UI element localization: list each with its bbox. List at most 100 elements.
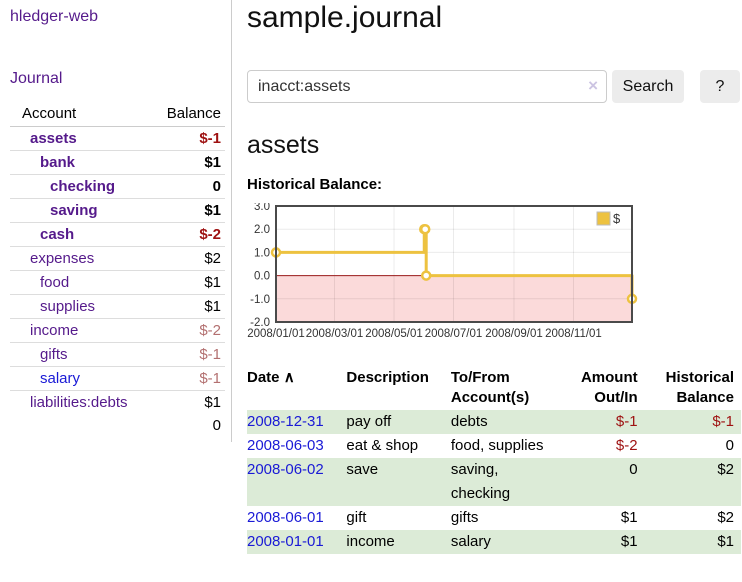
account-link[interactable]: bank: [40, 154, 76, 171]
transaction-accounts: salary: [450, 533, 491, 550]
register-col-balance: Historical Balance: [665, 369, 734, 406]
account-row: salary $-1: [10, 366, 225, 391]
account-link[interactable]: income: [30, 322, 79, 339]
svg-text:2008/05/01: 2008/05/01: [365, 328, 423, 340]
app-title-link[interactable]: hledger-web: [10, 8, 99, 25]
transaction-accounts: food, supplies: [450, 437, 544, 454]
account-balance: $-2: [144, 318, 225, 343]
svg-text:2008/11/01: 2008/11/01: [545, 328, 602, 340]
sidebar-item-journal[interactable]: Journal: [10, 70, 63, 87]
account-heading: assets: [247, 131, 320, 159]
transaction-balance: 0: [725, 437, 734, 454]
main-content: sample.journal × Search ? assets Histori…: [232, 0, 742, 582]
account-link[interactable]: assets: [30, 130, 77, 147]
clear-search-icon[interactable]: ×: [588, 76, 598, 95]
account-row: income $-2: [10, 318, 225, 343]
account-link[interactable]: saving: [50, 202, 98, 219]
register-col-accounts: To/From Account(s): [450, 369, 530, 406]
account-row: saving $1: [10, 198, 225, 223]
svg-text:0.0: 0.0: [254, 271, 270, 283]
account-balance: $1: [144, 198, 225, 223]
transaction-description: eat & shop: [346, 437, 419, 454]
account-row: supplies $1: [10, 294, 225, 319]
account-row: bank $1: [10, 150, 225, 175]
register-col-description: Description: [346, 369, 429, 386]
account-link[interactable]: salary: [40, 370, 81, 387]
transaction-date-link[interactable]: 2008-12-31: [247, 413, 324, 430]
accounts-col-balance: Balance: [144, 103, 225, 127]
svg-text:-2.0: -2.0: [250, 317, 270, 329]
account-link[interactable]: liabilities:debts: [30, 394, 128, 411]
transaction-description: income: [346, 533, 395, 550]
transaction-amount: $-2: [615, 437, 638, 454]
transaction-balance: $1: [717, 533, 734, 550]
account-balance: $-1: [144, 366, 225, 391]
transaction-date-link[interactable]: 2008-06-02: [247, 461, 324, 478]
transaction-row: 2008-01-01 income salary $1 $1: [247, 530, 741, 554]
account-balance: $1: [144, 150, 225, 175]
sort-ascending-icon: ∧: [283, 369, 295, 386]
transaction-description: save: [346, 461, 379, 478]
account-row: liabilities:debts $1: [10, 390, 225, 414]
account-row: assets $-1: [10, 127, 225, 151]
transaction-accounts: debts: [450, 413, 488, 430]
transaction-balance: $2: [717, 461, 734, 478]
account-link[interactable]: expenses: [30, 250, 95, 267]
account-balance: $-2: [144, 222, 225, 247]
account-link[interactable]: supplies: [40, 298, 96, 315]
accounts-total-row: 0: [10, 414, 225, 437]
search-input[interactable]: [247, 70, 607, 103]
transaction-amount: $1: [620, 533, 638, 550]
search-bar: × Search ?: [247, 70, 742, 103]
transaction-row: 2008-06-03 eat & shop food, supplies $-2 0: [247, 434, 741, 458]
transaction-row: 2008-06-01 gift gifts $1 $2: [247, 506, 741, 530]
transaction-row: 2008-12-31 pay off debts $-1 $-1: [247, 410, 741, 434]
accounts-table: Account Balance assets $-1 bank $1 checking 0…: [10, 103, 225, 437]
account-row: checking 0: [10, 174, 225, 199]
svg-text:$: $: [613, 211, 621, 226]
transaction-date-link[interactable]: 2008-06-03: [247, 437, 324, 454]
account-row: cash $-2: [10, 222, 225, 247]
svg-text:-1.0: -1.0: [250, 294, 270, 306]
account-link[interactable]: checking: [50, 178, 116, 195]
transaction-accounts: saving, checking: [450, 461, 511, 502]
account-balance: $-1: [144, 342, 225, 367]
transaction-date-link[interactable]: 2008-06-01: [247, 509, 324, 526]
account-link[interactable]: cash: [40, 226, 75, 243]
transaction-description: gift: [346, 509, 367, 526]
account-balance: $2: [144, 246, 225, 271]
transaction-date-link[interactable]: 2008-01-01: [247, 533, 324, 550]
account-balance: $1: [144, 390, 225, 414]
transaction-amount: $1: [620, 509, 638, 526]
accounts-col-account: Account: [10, 103, 145, 127]
search-button[interactable]: Search: [612, 70, 684, 103]
transaction-description: pay off: [346, 413, 392, 430]
account-balance: $-1: [199, 130, 221, 147]
account-balance: $1: [144, 294, 225, 319]
transaction-accounts: gifts: [450, 509, 479, 526]
svg-text:3.0: 3.0: [254, 203, 270, 213]
page-title: sample.journal: [247, 1, 443, 34]
svg-text:1.0: 1.0: [254, 247, 270, 259]
register-col-amount: Amount Out/In: [580, 369, 638, 406]
account-link[interactable]: gifts: [40, 346, 68, 363]
transaction-balance: $-1: [712, 413, 734, 430]
svg-text:2008/01/01: 2008/01/01: [247, 328, 305, 340]
account-link[interactable]: food: [40, 274, 70, 291]
register-col-date[interactable]: Date ∧: [247, 369, 295, 386]
account-balance: 0: [144, 174, 225, 199]
transaction-amount: 0: [629, 461, 638, 478]
account-row: gifts $-1: [10, 342, 225, 367]
sidebar: hledger-web Journal Account Balance asse…: [0, 0, 232, 442]
register-table: Date ∧ Description To/From Account(s) Am…: [247, 366, 741, 554]
help-button[interactable]: ?: [700, 70, 740, 103]
svg-text:2008/09/01: 2008/09/01: [485, 328, 543, 340]
svg-text:2008/07/01: 2008/07/01: [425, 328, 483, 340]
account-balance: $1: [144, 270, 225, 295]
svg-text:2008/03/01: 2008/03/01: [306, 328, 364, 340]
svg-text:2.0: 2.0: [254, 224, 270, 236]
account-row: food $1: [10, 270, 225, 295]
transaction-row: 2008-06-02 save saving, checking 0 $2: [247, 458, 741, 506]
